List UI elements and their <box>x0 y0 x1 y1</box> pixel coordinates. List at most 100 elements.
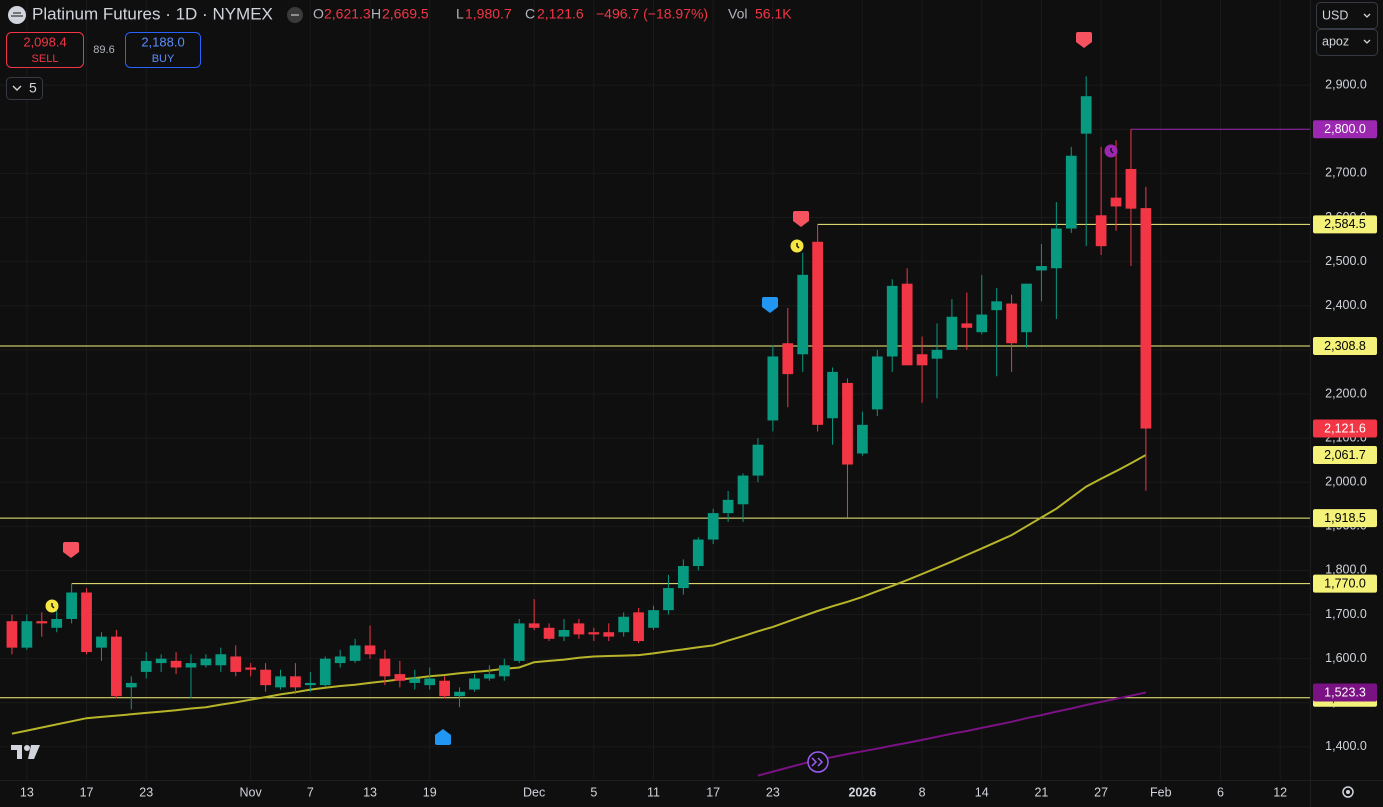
header: Platinum Futures · 1D · NYMEX O 2,621.3 … <box>6 2 1378 100</box>
candle-body <box>111 636 122 697</box>
change: −496.7 (−18.97%) <box>596 6 708 22</box>
x-tick-label: 12 <box>1273 785 1287 799</box>
candle-body <box>51 618 63 628</box>
buy-price: 2,188.0 <box>141 34 184 49</box>
candle-body <box>409 678 421 683</box>
candle-body <box>1006 303 1017 344</box>
candle-body <box>573 623 585 635</box>
candle-body <box>6 621 18 648</box>
candle-body <box>946 316 958 350</box>
candle-body <box>812 241 824 425</box>
candle-body <box>290 676 301 688</box>
candle-body <box>1065 155 1077 229</box>
candle-body <box>155 658 167 664</box>
candle-body <box>454 691 465 697</box>
candle-body <box>931 349 943 359</box>
scale-menu[interactable] <box>1316 29 1378 56</box>
y-tick-label: 2,500.0 <box>1325 254 1367 268</box>
candle-body <box>469 678 480 690</box>
candle-body <box>677 566 689 589</box>
candle-body <box>827 371 838 419</box>
candle-body <box>797 274 809 355</box>
ohlc-key: O <box>313 6 324 22</box>
scale-mode: apoz <box>1322 34 1349 48</box>
indicators-toggle[interactable] <box>6 77 43 100</box>
x-tick-label: 6 <box>1217 785 1224 799</box>
candle-body <box>439 680 450 697</box>
price-label-box <box>1313 509 1377 528</box>
candle-body <box>901 283 913 366</box>
candle-body <box>334 656 346 664</box>
symbol-title: Platinum Futures · 1D · NYMEX <box>32 4 273 23</box>
sell-price: 2,098.4 <box>23 34 66 49</box>
indicators-count: 5 <box>29 80 37 96</box>
candle-body <box>1036 266 1047 271</box>
candle-body <box>140 660 152 672</box>
candle-body <box>767 356 779 421</box>
buy-button[interactable] <box>125 32 201 68</box>
candle-body <box>737 475 749 505</box>
currency: USD <box>1322 8 1348 22</box>
candle-body <box>916 354 928 366</box>
x-tick-label: 27 <box>1094 785 1108 799</box>
moving-average <box>11 454 1147 735</box>
candle-body <box>722 499 734 514</box>
x-tick-label: 2026 <box>848 785 876 799</box>
candle-body <box>498 665 510 677</box>
candle-body <box>304 682 316 686</box>
price-label: 1,770.0 <box>1324 576 1366 590</box>
candle-body <box>871 356 883 410</box>
candle-body <box>185 663 197 668</box>
price-label: 2,584.5 <box>1324 217 1366 231</box>
x-tick-label: Feb <box>1150 785 1172 799</box>
candle-body <box>1080 96 1092 134</box>
x-tick-label: 11 <box>647 785 660 799</box>
y-tick-label: 2,000.0 <box>1325 475 1367 489</box>
buy-flag <box>435 729 451 745</box>
candle-body <box>752 444 764 476</box>
go-to-realtime[interactable] <box>807 751 829 773</box>
x-tick-label: 21 <box>1034 785 1048 799</box>
x-tick-label: 13 <box>363 785 377 799</box>
candle-body <box>260 669 271 686</box>
candle-body <box>857 424 868 454</box>
candle-body <box>379 658 391 677</box>
ohlc-value: 1,980.7 <box>465 6 512 22</box>
x-tick-label: Dec <box>523 785 545 799</box>
candle-body <box>215 654 227 666</box>
x-tick-label: 19 <box>423 785 437 799</box>
price-label: 2,308.8 <box>1324 339 1366 353</box>
candle-body <box>692 539 704 567</box>
y-tick-label: 1,700.0 <box>1325 607 1367 621</box>
candle-body <box>21 621 33 648</box>
candle-body <box>842 382 853 465</box>
vol-value: 56.1K <box>755 6 792 22</box>
sell-flag <box>63 542 79 558</box>
sell-flag <box>793 211 809 227</box>
currency-menu[interactable] <box>1316 2 1378 29</box>
candle-body <box>633 612 644 642</box>
price-label-box <box>1313 574 1377 593</box>
price-label: 1,523.3 <box>1324 685 1366 699</box>
x-tick-label: 17 <box>80 785 94 799</box>
settings-button[interactable] <box>1342 786 1354 798</box>
spread: 89.6 <box>93 44 114 56</box>
candle-body <box>364 645 376 655</box>
price-label: 2,121.6 <box>1324 421 1366 435</box>
ohlc-value: 2,621.3 <box>324 6 371 22</box>
vol-key: Vol <box>728 6 747 22</box>
tradingview-logo <box>11 745 40 759</box>
price-label: 1,918.5 <box>1324 511 1366 525</box>
candle-body <box>782 343 794 375</box>
candle-body <box>1050 228 1062 269</box>
candle-body <box>36 621 48 624</box>
y-tick-label: 2,400.0 <box>1325 298 1367 312</box>
sell-flag <box>1076 32 1092 48</box>
candle-body <box>528 623 540 628</box>
y-tick-label: 1,800.0 <box>1325 563 1367 577</box>
sell-button[interactable] <box>6 32 84 68</box>
sell-label: SELL <box>32 53 59 65</box>
candle-body <box>245 667 257 670</box>
